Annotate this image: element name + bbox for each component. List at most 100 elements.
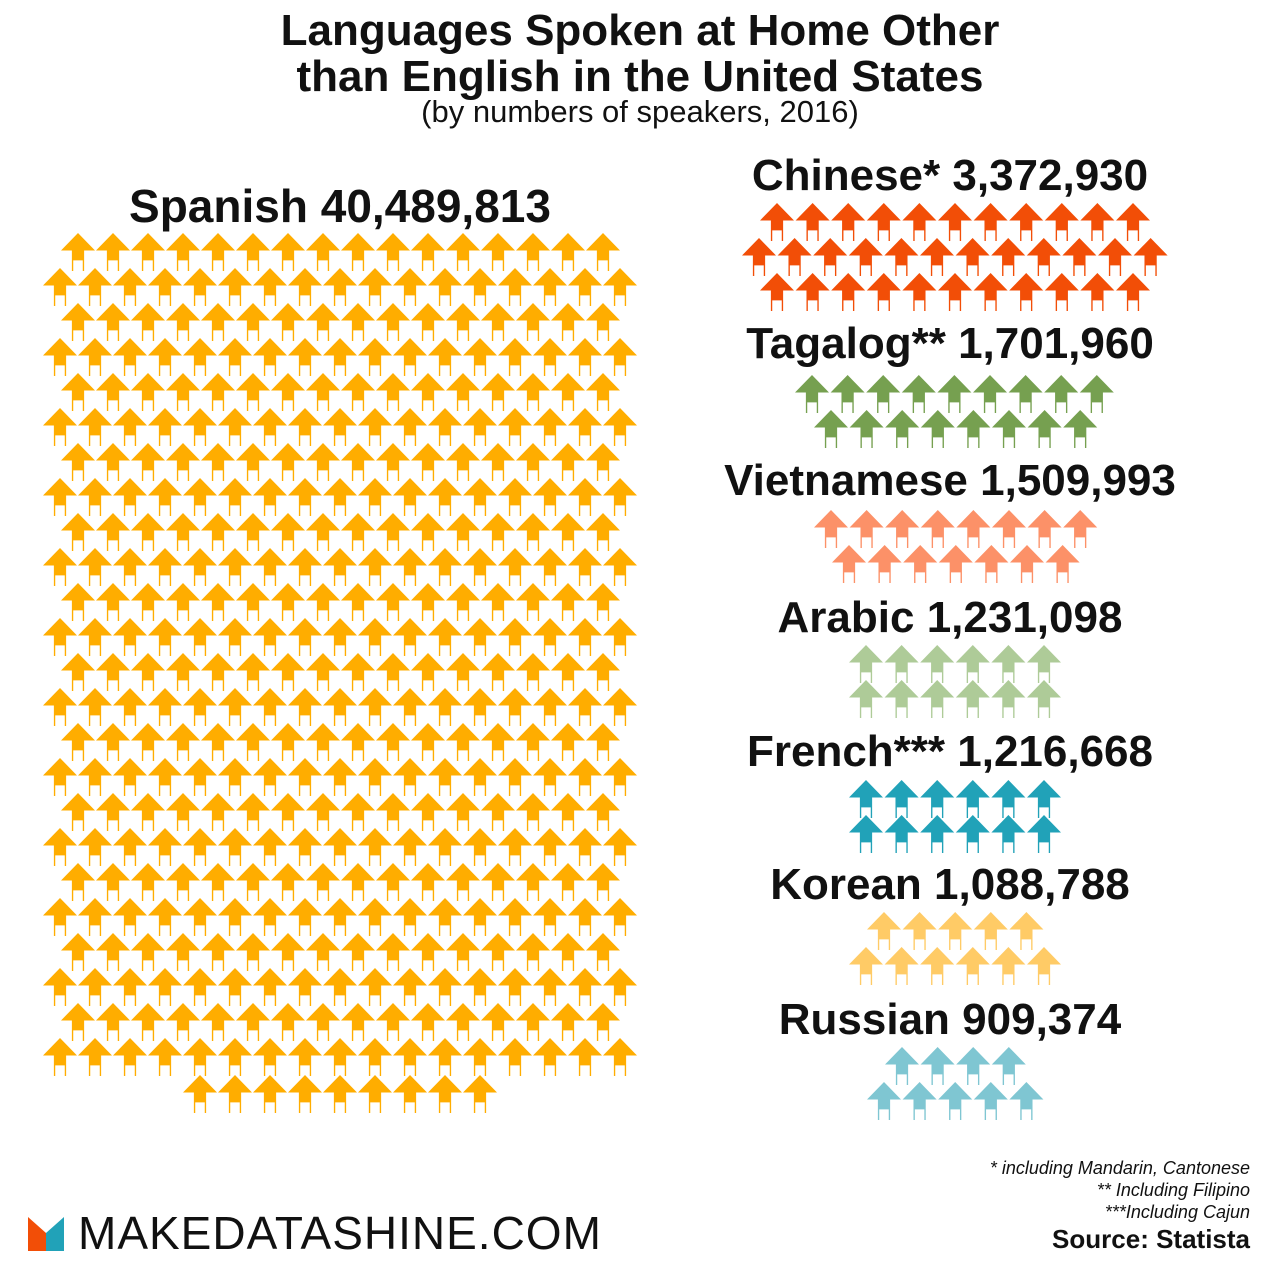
house-icon-spanish-195: [498, 618, 532, 656]
house-icon-chinese-24: [760, 273, 794, 311]
house-icon-spanish-323: [358, 898, 392, 936]
house-icon-spanish-107: [306, 443, 340, 481]
house-icon-spanish-267: [131, 793, 165, 831]
house-icon-spanish-294: [498, 828, 532, 866]
house-icon-spanish-350: [148, 968, 182, 1006]
house-icon-spanish-15: [551, 233, 585, 271]
house-icon-arabic-2: [884, 645, 919, 683]
house-icon-spanish-312: [551, 863, 585, 901]
house-icon-spanish-132: [603, 478, 637, 516]
house-icon-spanish-360: [498, 968, 532, 1006]
house-icon-spanish-172: [271, 583, 305, 621]
house-icon-tagalog-17: [1063, 410, 1098, 448]
chart-subtitle: (by numbers of speakers, 2016): [421, 94, 859, 129]
house-icon-spanish-295: [533, 828, 567, 866]
house-icon-spanish-310: [481, 863, 515, 901]
house-icon-spanish-207: [341, 653, 375, 691]
house-icon-arabic-4: [955, 645, 990, 683]
house-icon-spanish-77: [411, 373, 445, 411]
house-icon-spanish-354: [288, 968, 322, 1006]
house-icon-spanish-108: [341, 443, 375, 481]
house-icon-spanish-337: [271, 933, 305, 971]
footnote-tagalog: ** Including Filipino: [1096, 1180, 1250, 1200]
house-icon-spanish-123: [288, 478, 322, 516]
house-icon-spanish-43: [376, 303, 410, 341]
house-icon-russian-6: [902, 1082, 937, 1120]
house-icon-spanish-115: [586, 443, 620, 481]
house-icon-tagalog-4: [901, 375, 936, 413]
series-label-chinese: Chinese* 3,372,930: [751, 151, 1149, 200]
house-icon-spanish-216: [78, 688, 112, 726]
house-icon-spanish-274: [376, 793, 410, 831]
house-icon-spanish-158: [358, 548, 392, 586]
house-icon-spanish-190: [323, 618, 357, 656]
house-icon-spanish-204: [236, 653, 270, 691]
house-icon-vietnamese-11: [903, 545, 938, 583]
house-icon-spanish-218: [148, 688, 182, 726]
house-icon-spanish-200: [96, 653, 130, 691]
house-icon-spanish-165: [603, 548, 637, 586]
house-icon-spanish-288: [288, 828, 322, 866]
house-icon-spanish-376: [481, 1003, 515, 1041]
house-icon-spanish-259: [428, 758, 462, 796]
house-icon-korean-3: [938, 912, 973, 950]
house-icon-arabic-12: [1027, 680, 1061, 718]
house-icon-spanish-311: [516, 863, 550, 901]
house-icon-spanish-121: [218, 478, 252, 516]
house-icon-spanish-1: [61, 233, 95, 271]
house-icon-spanish-64: [533, 338, 567, 376]
house-icon-korean-7: [884, 947, 919, 985]
house-icon-spanish-276: [446, 793, 480, 831]
house-icon-spanish-324: [393, 898, 427, 936]
house-icon-spanish-85: [113, 408, 147, 446]
house-icon-spanish-183: [78, 618, 112, 656]
house-icon-spanish-90: [288, 408, 322, 446]
house-icon-spanish-162: [498, 548, 532, 586]
house-icon-spanish-134: [96, 513, 130, 551]
house-icon-spanish-226: [428, 688, 462, 726]
house-icon-spanish-373: [376, 1003, 410, 1041]
house-icon-french-2: [884, 780, 919, 818]
house-icon-spanish-351: [183, 968, 217, 1006]
house-icon-spanish-396: [603, 1038, 637, 1076]
house-icon-spanish-403: [393, 1075, 427, 1113]
house-icon-spanish-201: [131, 653, 165, 691]
house-icon-spanish-291: [393, 828, 427, 866]
house-icon-spanish-224: [358, 688, 392, 726]
house-icon-chinese-32: [1044, 273, 1079, 311]
house-icon-spanish-176: [411, 583, 445, 621]
house-icon-spanish-382: [113, 1038, 147, 1076]
house-icon-spanish-368: [201, 1003, 235, 1041]
house-icon-french-12: [1027, 815, 1061, 853]
house-icon-spanish-405: [463, 1075, 497, 1113]
house-icon-spanish-215: [43, 688, 77, 726]
house-icon-spanish-378: [551, 1003, 585, 1041]
house-icon-spanish-70: [166, 373, 200, 411]
house-icon-chinese-19: [991, 238, 1026, 276]
house-icon-tagalog-3: [866, 375, 901, 413]
house-icon-spanish-293: [463, 828, 497, 866]
house-icon-spanish-129: [498, 478, 532, 516]
house-icon-spanish-47: [516, 303, 550, 341]
house-icon-spanish-342: [446, 933, 480, 971]
house-icon-spanish-235: [166, 723, 200, 761]
house-icon-spanish-398: [218, 1075, 252, 1113]
house-icon-spanish-314: [43, 898, 77, 936]
house-icon-spanish-155: [253, 548, 287, 586]
house-icon-spanish-252: [183, 758, 217, 796]
house-icon-spanish-270: [236, 793, 270, 831]
house-icon-spanish-16: [586, 233, 620, 271]
house-icon-spanish-137: [201, 513, 235, 551]
house-icon-spanish-209: [411, 653, 445, 691]
house-icon-spanish-37: [166, 303, 200, 341]
house-icon-spanish-105: [236, 443, 270, 481]
house-icon-spanish-42: [341, 303, 375, 341]
house-icon-tagalog-7: [1008, 375, 1043, 413]
house-icon-spanish-196: [533, 618, 567, 656]
house-icon-spanish-25: [323, 268, 357, 306]
house-icon-spanish-75: [341, 373, 375, 411]
house-icon-spanish-147: [551, 513, 585, 551]
house-icon-spanish-321: [288, 898, 322, 936]
house-icon-korean-8: [920, 947, 955, 985]
house-icon-spanish-380: [43, 1038, 77, 1076]
